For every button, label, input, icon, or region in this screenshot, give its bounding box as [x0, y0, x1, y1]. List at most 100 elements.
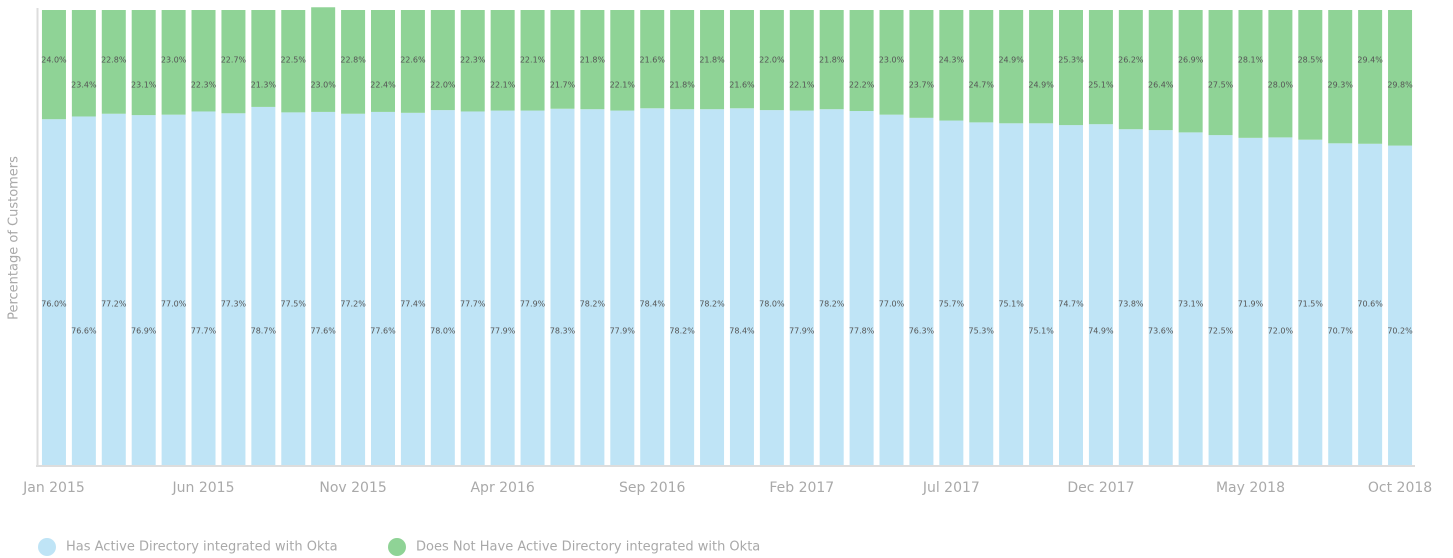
value-label: 73.8%	[1118, 300, 1144, 309]
bar-segment	[251, 106, 276, 465]
bar-segment	[550, 108, 575, 466]
value-label: 26.2%	[1118, 56, 1144, 65]
bar-segment	[909, 117, 934, 466]
bar-segment	[131, 115, 156, 465]
x-tick-label: Jun 2015	[172, 480, 235, 496]
bar-segment	[999, 123, 1024, 466]
value-label: 28.1%	[1238, 56, 1264, 65]
x-tick-label: Apr 2016	[470, 480, 534, 496]
bar-segment	[1358, 143, 1383, 465]
bar-segment	[460, 111, 485, 465]
value-label: 24.9%	[1028, 81, 1054, 90]
bar-segment	[1148, 130, 1173, 465]
bar-segment	[1118, 129, 1143, 465]
bar-segment	[1088, 10, 1113, 125]
bar-segment	[1358, 10, 1383, 144]
value-label: 23.0%	[879, 56, 905, 65]
bar-segment	[1118, 10, 1143, 130]
value-label: 24.7%	[969, 81, 995, 90]
value-label: 78.4%	[640, 300, 666, 309]
value-label: 22.3%	[191, 81, 217, 90]
bar-segment	[580, 10, 605, 110]
bar-segment	[999, 10, 1024, 124]
value-label: 77.6%	[310, 327, 336, 336]
x-tick-label: Dec 2017	[1067, 480, 1134, 496]
value-label: 71.5%	[1298, 300, 1324, 309]
bar-segment	[1208, 135, 1233, 465]
value-label: 78.4%	[729, 327, 755, 336]
value-label: 22.1%	[610, 81, 636, 90]
value-label: 22.5%	[281, 56, 307, 65]
bar-segment	[969, 10, 994, 123]
bar-segment	[670, 109, 695, 465]
value-label: 72.5%	[1208, 327, 1234, 336]
value-label: 23.4%	[71, 81, 97, 90]
bar-segment	[490, 10, 515, 111]
bar-segment	[41, 119, 66, 465]
value-label: 24.0%	[41, 56, 67, 65]
bar-segment	[41, 10, 66, 120]
bar-segment	[939, 10, 964, 121]
value-label: 23.0%	[161, 56, 187, 65]
value-label: 71.9%	[1238, 300, 1264, 309]
bar-segment	[1238, 10, 1263, 138]
x-tick-label: Sep 2016	[619, 480, 686, 496]
bar-segment	[939, 120, 964, 465]
value-label: 70.7%	[1328, 327, 1354, 336]
bar-segment	[1298, 10, 1323, 140]
value-label: 77.0%	[161, 300, 187, 309]
bar-segment	[580, 109, 605, 465]
value-label: 22.0%	[759, 56, 785, 65]
bar-segment	[371, 10, 395, 112]
bar-segment	[640, 10, 665, 109]
value-label: 23.0%	[310, 81, 336, 90]
value-label: 21.7%	[550, 81, 576, 90]
value-label: 24.3%	[939, 56, 965, 65]
value-label: 77.7%	[191, 327, 217, 336]
bar-segment	[460, 10, 485, 112]
bar-segment	[789, 10, 814, 111]
bar-segment	[819, 109, 844, 465]
value-label: 25.1%	[1088, 81, 1114, 90]
bar-segment	[101, 10, 126, 114]
value-label: 78.2%	[819, 300, 845, 309]
value-label: 22.1%	[789, 81, 815, 90]
value-label: 22.8%	[340, 56, 366, 65]
bar-segment	[1059, 125, 1083, 466]
bar-segment	[1238, 137, 1263, 466]
value-label: 27.5%	[1208, 81, 1234, 90]
bar-segment	[281, 112, 306, 465]
value-label: 21.8%	[580, 56, 606, 65]
value-label: 76.0%	[41, 300, 67, 309]
bar-segment	[909, 10, 934, 118]
y-axis-label: Percentage of Customers	[7, 156, 22, 320]
value-label: 77.6%	[370, 327, 396, 336]
value-label: 22.7%	[221, 56, 247, 65]
value-label: 77.9%	[610, 327, 636, 336]
value-label: 78.2%	[580, 300, 606, 309]
bar-segment	[849, 111, 874, 465]
bar-segment	[341, 113, 366, 466]
value-label: 74.7%	[1058, 300, 1084, 309]
bar-segment	[1178, 132, 1203, 465]
bar-segment	[640, 108, 665, 465]
value-label: 76.6%	[71, 327, 97, 336]
bar-segment	[191, 10, 216, 112]
x-tick-label: Oct 2018	[1368, 480, 1432, 496]
value-label: 21.8%	[819, 56, 845, 65]
value-label: 78.3%	[550, 327, 576, 336]
bar-segment	[311, 111, 336, 466]
value-label: 26.9%	[1178, 56, 1204, 65]
legend-label: Has Active Directory integrated with Okt…	[66, 540, 338, 555]
value-label: 75.1%	[998, 300, 1024, 309]
x-tick-label: Nov 2015	[319, 480, 386, 496]
x-tick-label: Feb 2017	[769, 480, 834, 496]
bar-segment	[700, 109, 725, 465]
bar-segment	[700, 10, 725, 110]
bar-segment	[520, 110, 545, 466]
value-label: 21.8%	[669, 81, 695, 90]
value-label: 78.2%	[699, 300, 725, 309]
bar-segment	[1148, 10, 1173, 131]
bar-segment	[610, 10, 635, 111]
bar-segment	[969, 122, 994, 465]
